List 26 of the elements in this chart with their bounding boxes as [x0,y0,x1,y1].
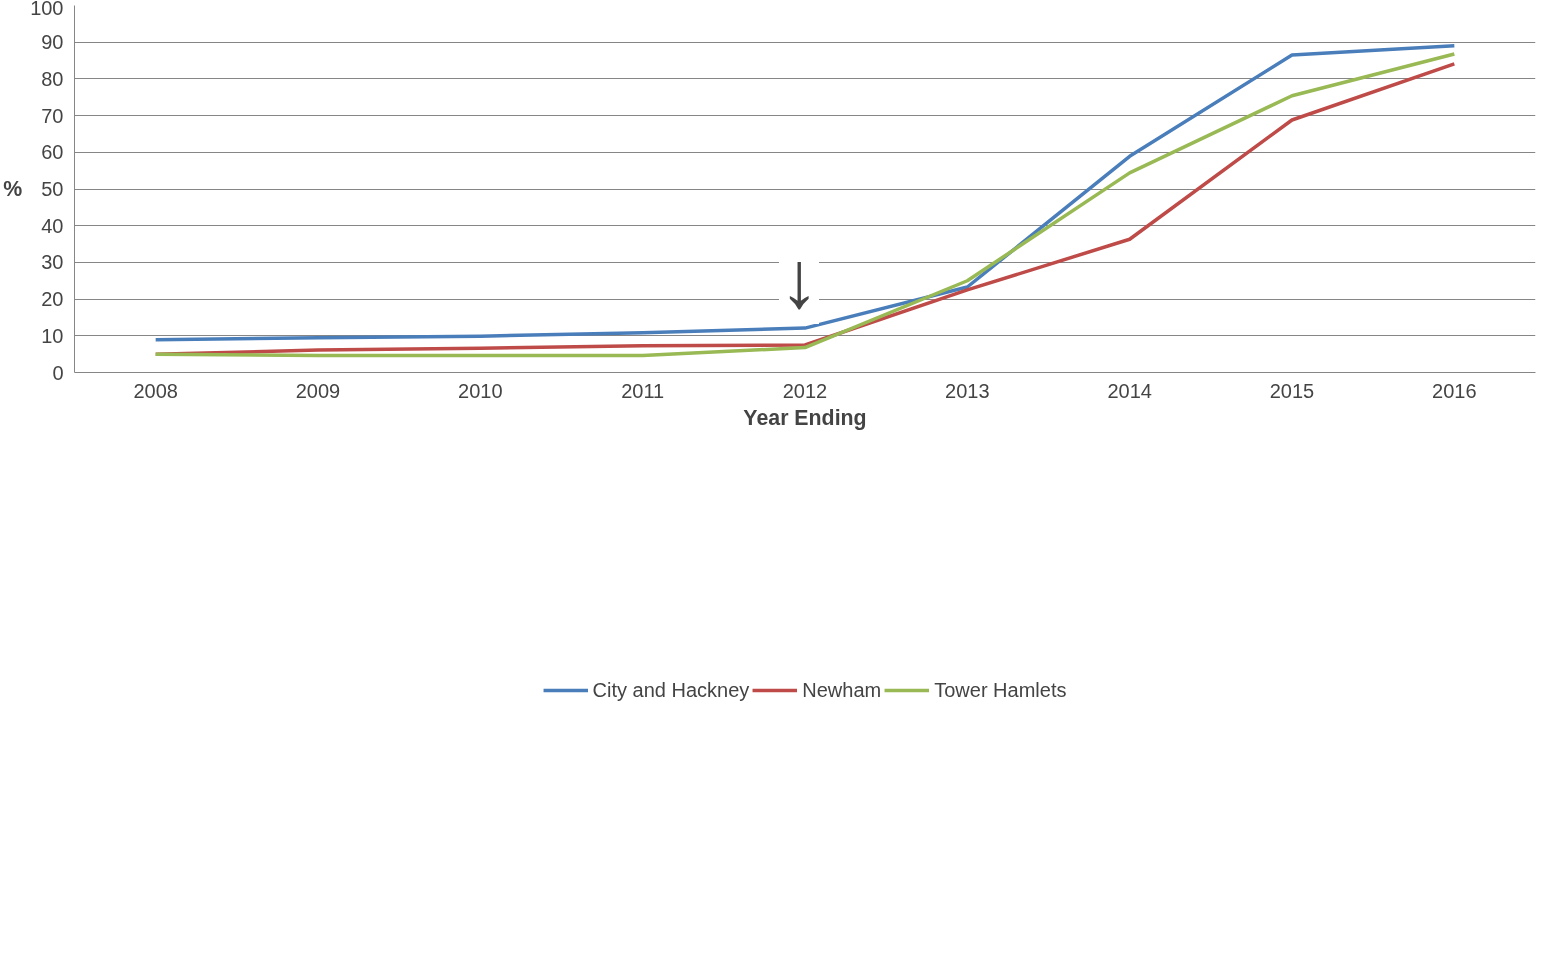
y-axis-title: % [3,177,23,201]
legend-label: Tower Hamlets [934,678,1067,702]
x-tick-label: 2011 [621,379,665,402]
y-tick-label: 50 [41,178,64,200]
y-tick-label: 70 [41,104,64,127]
x-tick-label: 2013 [945,379,990,402]
y-tick-label: 90 [41,31,64,54]
annotation: ↓ [779,235,819,325]
y-tick-label: 0 [52,361,64,384]
x-tick-label: 2009 [295,379,341,402]
y-tick-label: 30 [41,251,64,274]
x-tick-label: 2016 [1432,379,1477,402]
y-tick-label: 40 [41,214,64,237]
y-tick-label: 80 [41,67,64,90]
y-tick-label: 60 [41,141,64,164]
y-tick-label: 100 [30,0,64,19]
x-tick-label: 2014 [1107,379,1152,402]
x-axis-title: Year Ending [743,405,867,430]
y-tick-label: 20 [41,288,64,311]
y-tick-label: 10 [41,324,64,347]
x-tick-label: 2012 [782,379,828,402]
legend-label: Newham [802,678,882,702]
legend-label: City and Hackney [592,678,750,702]
x-tick-label: 2010 [458,379,503,402]
x-tick-label: 2008 [133,379,178,402]
x-tick-label: 2015 [1269,379,1315,402]
